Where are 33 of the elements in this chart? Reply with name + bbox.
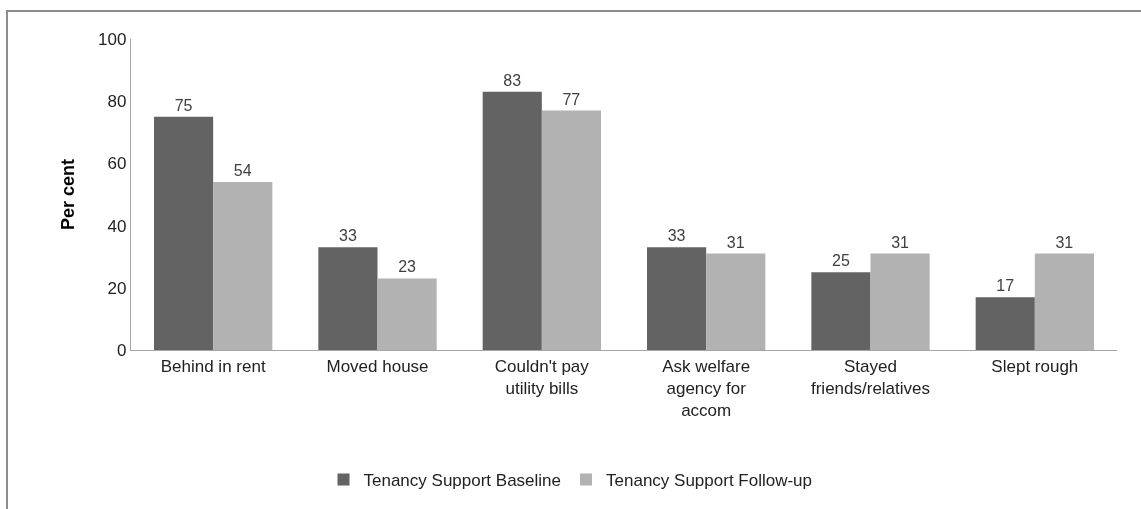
- data-label: 23: [398, 258, 417, 276]
- x-tick-label: Behind in rent: [160, 356, 266, 376]
- bar: [318, 247, 378, 350]
- data-label: 31: [891, 233, 910, 251]
- data-label: 77: [562, 90, 581, 108]
- bar: [647, 247, 707, 350]
- data-label: 54: [233, 162, 252, 180]
- data-label: 31: [1055, 233, 1074, 251]
- data-label: 75: [174, 96, 193, 114]
- y-tick-label: 80: [107, 92, 127, 112]
- y-tick-label: 0: [116, 340, 127, 360]
- data-label: 31: [726, 233, 745, 251]
- y-tick-label: 60: [107, 154, 127, 174]
- legend-label: Tenancy Support Follow-up: [606, 471, 813, 491]
- data-label: 83: [503, 71, 522, 89]
- x-tick-label: Moved house: [326, 356, 429, 376]
- y-tick-label: 20: [107, 278, 127, 298]
- x-tick-label: Stayed friends/relatives: [810, 356, 931, 398]
- data-label: 17: [996, 277, 1015, 295]
- y-axis-title: Per cent: [58, 158, 79, 231]
- bar: [975, 297, 1035, 350]
- y-tick-label: 100: [98, 29, 127, 49]
- data-label: 33: [338, 227, 357, 245]
- data-label: 25: [831, 252, 850, 270]
- data-label: 33: [667, 227, 686, 245]
- bar: [811, 272, 871, 350]
- legend-label: Tenancy Support Baseline: [363, 471, 562, 491]
- x-tick-label: Slept rough: [991, 356, 1079, 376]
- bar: [154, 116, 214, 350]
- x-tick-label: Ask welfare agency for accom: [662, 356, 751, 420]
- x-tick-label: Couldn't pay utility bills: [494, 356, 590, 398]
- bar: [482, 91, 542, 350]
- y-tick-label: 40: [107, 216, 127, 236]
